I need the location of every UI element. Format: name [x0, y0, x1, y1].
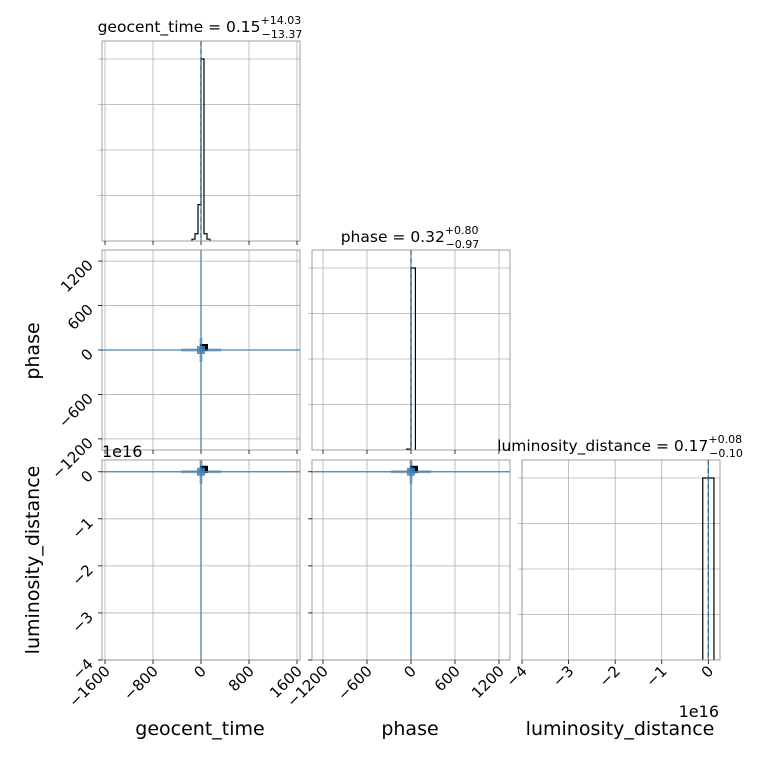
title-luminosity-distance-minus: −0.10 [709, 447, 743, 460]
y-tick-label-luminosity-distance: −1 [68, 514, 96, 542]
title-geocent-time-plus: +14.03 [261, 14, 302, 27]
title-luminosity-distance-plus: +0.08 [708, 433, 742, 446]
x-tick-label-phase: 1200 [468, 662, 508, 702]
y-grid [518, 477, 720, 615]
x-tick-label-luminosity-distance: −2 [596, 662, 624, 690]
x-tick-label-phase: 600 [431, 662, 464, 695]
y-tick-label-luminosity-distance: −2 [68, 561, 96, 589]
y-tick-label-luminosity-distance: −3 [68, 608, 96, 636]
x-tick-label-phase: −600 [334, 662, 376, 704]
panel-phase-vs-luminosity-distance: −1200 −600 0 600 1200 [283, 459, 511, 711]
x-tick-label-luminosity-distance: −1 [642, 662, 670, 690]
y-tick-label-phase: 0 [77, 345, 96, 364]
x-tick-label-geocent-time: 800 [225, 662, 258, 695]
panel-geocent-time-vs-luminosity-distance: −1600 −800 0 800 1600−4−3−2−10 [65, 459, 306, 711]
x-grid [521, 460, 709, 660]
x-axis-label-geocent-time: geocent_time [135, 718, 264, 740]
panel-luminosity-distance-histogram: luminosity_distance = 0.17+0.08 −0.10 −4−… [497, 433, 743, 690]
title-geocent-time-main: geocent_time = 0.15 [98, 18, 261, 37]
x-tick-label-luminosity-distance: −4 [502, 662, 530, 690]
title-phase-minus: −0.97 [446, 238, 480, 251]
x-axis-label-phase: phase [381, 718, 438, 740]
y-axis-label-phase: phase [22, 322, 44, 379]
title-luminosity-distance-main: luminosity_distance = 0.17 [497, 437, 708, 456]
x-tick-label-geocent-time: 0 [190, 662, 209, 681]
title-geocent-time-minus: −13.37 [262, 28, 303, 41]
y-grid [98, 58, 300, 196]
x-tick-label-geocent-time: −800 [120, 662, 162, 704]
y-grid [308, 267, 510, 405]
x-tick-label-luminosity-distance: −3 [549, 662, 577, 690]
title-geocent-time: geocent_time = 0.15+14.03 −13.37 [98, 14, 303, 41]
title-phase-main: phase = 0.32 [341, 228, 445, 246]
title-phase-plus: +0.80 [445, 224, 479, 237]
panel-frame [521, 459, 721, 661]
y-tick-label-phase: 1200 [57, 256, 97, 296]
y-tick-label-luminosity-distance: 0 [77, 467, 96, 486]
x-tick-label-phase: 0 [400, 662, 419, 681]
panel-phase-histogram: phase = 0.32+0.80 −0.97 [308, 224, 511, 454]
x-axis-label-luminosity-distance: luminosity_distance [526, 718, 715, 740]
x-tick-label-luminosity-distance: 0 [698, 662, 717, 681]
x-offset-label: 1e16 [679, 702, 719, 721]
panel-geocent-time-histogram: geocent_time = 0.15+14.03 −13.37 [98, 14, 303, 245]
y-tick-label-phase: 600 [64, 301, 97, 334]
title-luminosity-distance: luminosity_distance = 0.17+0.08 −0.10 [497, 433, 743, 460]
y-tick-label-phase: −600 [55, 390, 97, 432]
title-phase: phase = 0.32+0.80 −0.97 [341, 224, 480, 251]
y-offset-label: 1e16 [102, 442, 142, 461]
y-axis-label-luminosity-distance: luminosity_distance [22, 466, 44, 655]
